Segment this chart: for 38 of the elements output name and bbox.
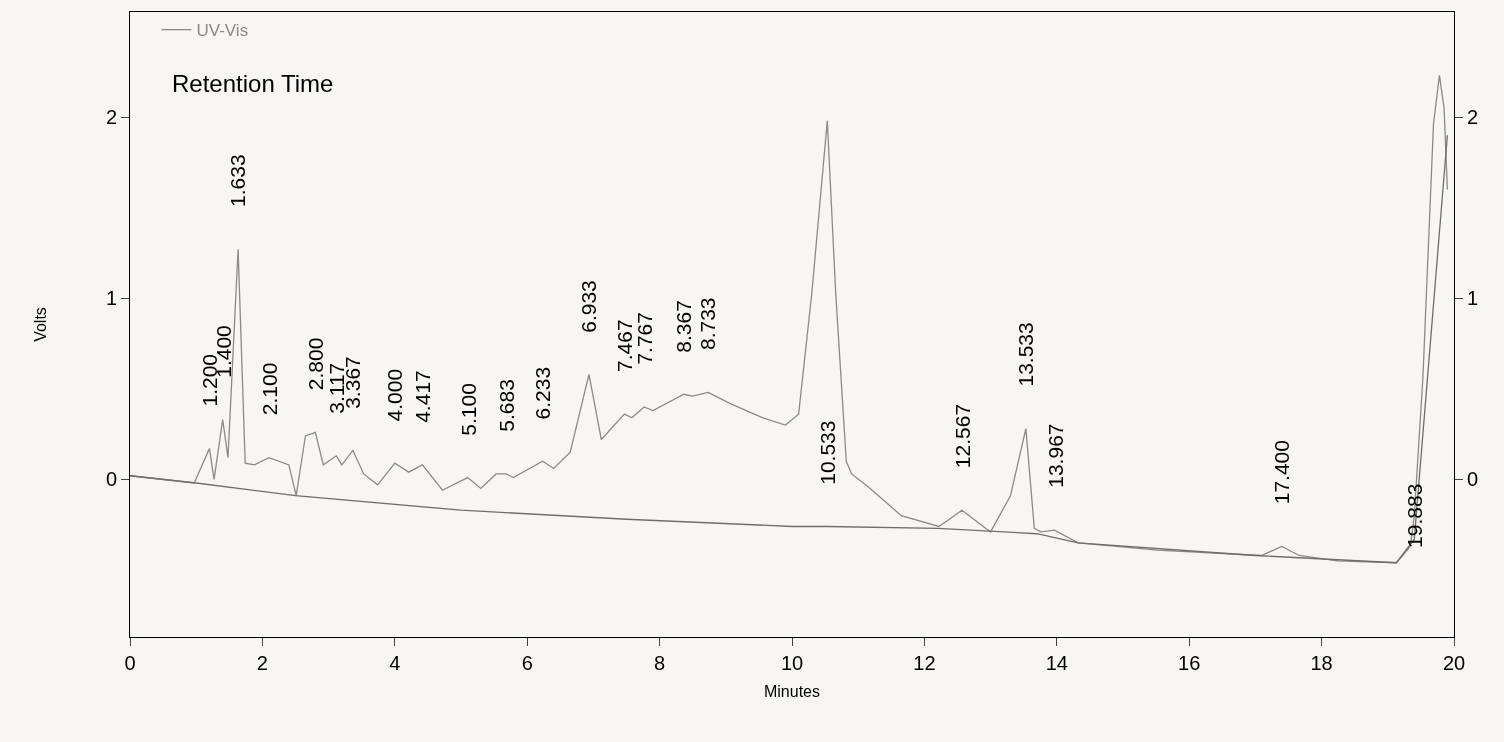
annotation: 5.100 bbox=[456, 383, 480, 436]
x-tick-label: 14 bbox=[1045, 652, 1068, 674]
annotation: 13.967 bbox=[1043, 423, 1067, 488]
y-axis-title: Volts bbox=[31, 307, 49, 342]
annotation: 8.733 bbox=[696, 297, 720, 351]
annotation: 13.533 bbox=[1014, 322, 1038, 387]
annotation: 1.633 bbox=[226, 154, 250, 207]
legend-label: UV-Vis bbox=[196, 21, 249, 41]
annotation: 2.100 bbox=[257, 362, 281, 416]
annotation: 6.233 bbox=[530, 366, 554, 420]
annotation: 8.367 bbox=[672, 300, 696, 353]
annotation: 6.933 bbox=[577, 280, 601, 333]
x-tick-label: 6 bbox=[521, 652, 533, 674]
y-tick-label: 1 bbox=[105, 287, 117, 310]
annotation: 10.533 bbox=[815, 420, 839, 485]
x-tick-label: 12 bbox=[913, 652, 936, 674]
annotation: Retention Time bbox=[172, 70, 334, 97]
annotation: 4.417 bbox=[411, 370, 435, 423]
annotation: 12.567 bbox=[950, 403, 974, 469]
annotation: 5.683 bbox=[494, 379, 518, 432]
x-tick-label: 8 bbox=[654, 652, 666, 674]
y2-tick-label: 1 bbox=[1467, 287, 1479, 310]
x-tick-label: 0 bbox=[124, 652, 136, 674]
x-tick-label: 18 bbox=[1310, 652, 1333, 674]
x-axis-title: Minutes bbox=[763, 682, 821, 700]
x-tick-label: 16 bbox=[1178, 652, 1201, 674]
y-tick-label: 2 bbox=[105, 106, 117, 129]
x-tick-label: 10 bbox=[780, 652, 804, 674]
y2-tick-label: 2 bbox=[1467, 106, 1479, 129]
annotation: 2.800 bbox=[303, 337, 327, 391]
annotation: 19.883 bbox=[1402, 483, 1426, 548]
x-tick-label: 20 bbox=[1442, 652, 1466, 674]
y-tick-label: 0 bbox=[105, 468, 117, 491]
annotation: 4.000 bbox=[383, 368, 407, 422]
annotation: 17.400 bbox=[1270, 440, 1294, 505]
x-tick-label: 2 bbox=[256, 652, 268, 674]
x-tick-label: 4 bbox=[389, 652, 401, 674]
y2-tick-label: 0 bbox=[1467, 468, 1479, 491]
